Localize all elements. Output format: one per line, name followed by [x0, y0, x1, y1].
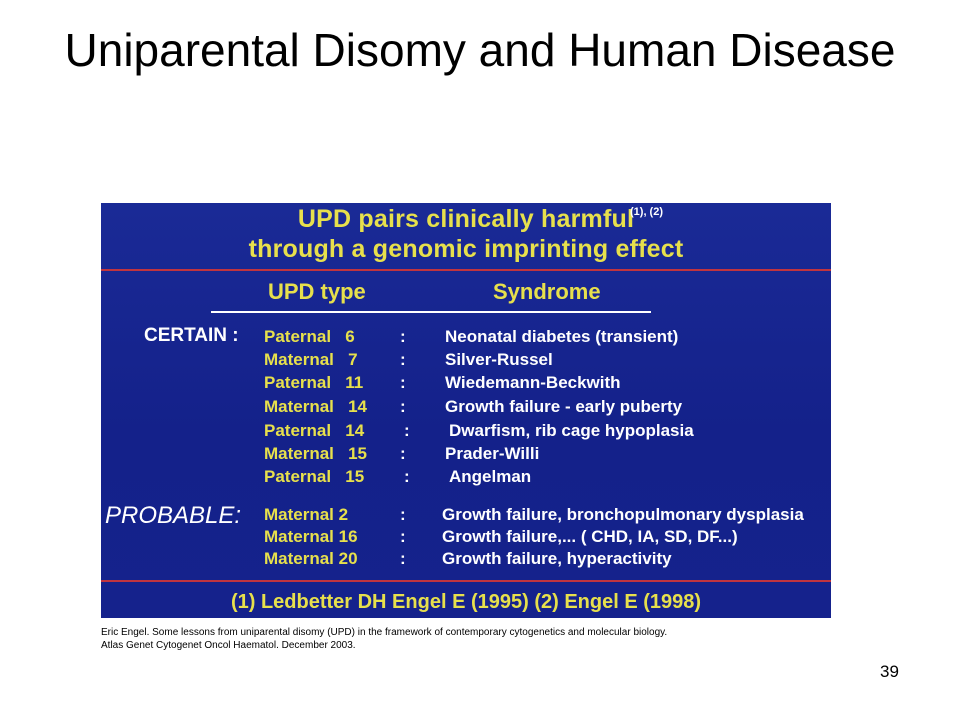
separator-colon: :: [400, 505, 406, 524]
syndrome-cell: Growth failure,... ( CHD, IA, SD, DF...): [442, 527, 738, 546]
upd-type-cell: Maternal 16: [264, 527, 358, 546]
upd-type-cell: Maternal 2: [264, 505, 349, 524]
citation-line1: Eric Engel. Some lessons from uniparenta…: [101, 627, 668, 638]
separator-colon: :: [400, 350, 406, 369]
top-red-rule: [101, 269, 831, 271]
page-number: 39: [880, 662, 899, 681]
citation-line2: Atlas Genet Cytogenet Oncol Haematol. De…: [101, 640, 356, 651]
separator-colon: :: [400, 444, 406, 463]
syndrome-cell: Dwarfism, rib cage hypoplasia: [449, 421, 694, 440]
syndrome-cell: Growth failure, bronchopulmonary dysplas…: [442, 505, 804, 524]
table-row: Maternal 20 : Growth failure, hyperactiv…: [101, 549, 831, 572]
upd-table-figure: UPD pairs clinically harmful (1), (2) th…: [101, 203, 831, 618]
upd-type-cell: Paternal 14: [264, 421, 365, 440]
table-row: Maternal 14 : Growth failure - early pub…: [101, 397, 831, 420]
separator-colon: :: [400, 373, 406, 392]
upd-type-cell: Paternal 11: [264, 373, 364, 392]
upd-type-cell: Paternal 15: [264, 467, 365, 486]
upd-type-cell: Maternal 15: [264, 444, 367, 463]
syndrome-cell: Silver-Russel: [445, 350, 553, 369]
separator-colon: :: [400, 527, 406, 546]
table-row: Paternal 11 : Wiedemann-Beckwith: [101, 373, 831, 396]
heading-superscript: (1), (2): [630, 206, 663, 218]
header-underline: [211, 311, 651, 313]
probable-label: PROBABLE:: [105, 502, 242, 529]
slide-title: Uniparental Disomy and Human Disease: [64, 24, 896, 76]
syndrome-cell: Wiedemann-Beckwith: [445, 373, 621, 392]
upd-type-cell: Maternal 20: [264, 549, 358, 568]
table-row: Maternal 7 : Silver-Russel: [101, 350, 831, 373]
figure-heading-line1: UPD pairs clinically harmful: [297, 205, 635, 233]
table-row: Maternal 16 : Growth failure,... ( CHD, …: [101, 527, 831, 550]
syndrome-cell: Growth failure, hyperactivity: [442, 549, 672, 568]
syndrome-cell: Neonatal diabetes (transient): [445, 327, 679, 346]
syndrome-cell: Angelman: [449, 467, 532, 486]
syndrome-cell: Growth failure - early puberty: [445, 397, 683, 416]
upd-type-cell: Maternal 14: [264, 397, 367, 416]
table-row: Paternal 6 : Neonatal diabetes (transien…: [101, 327, 831, 350]
separator-colon: :: [404, 467, 410, 486]
certain-label: CERTAIN :: [144, 325, 239, 346]
table-row: Maternal 15 : Prader-Willi: [101, 444, 831, 467]
figure-heading-line2: through a genomic imprinting effect: [248, 235, 684, 263]
column-header-syndrome: Syndrome: [493, 279, 601, 304]
separator-colon: :: [404, 421, 410, 440]
table-row: Paternal 15 : Angelman: [101, 467, 831, 490]
references-line: (1) Ledbetter DH Engel E (1995) (2) Enge…: [230, 591, 702, 613]
upd-type-cell: Maternal 7: [264, 350, 358, 369]
column-header-upd-type: UPD type: [268, 279, 366, 304]
citation: Eric Engel. Some lessons from uniparenta…: [101, 626, 841, 652]
upd-type-cell: Paternal 6: [264, 327, 355, 346]
separator-colon: :: [400, 549, 406, 568]
separator-colon: :: [400, 327, 406, 346]
bottom-red-rule: [101, 580, 831, 582]
table-row: Paternal 14 : Dwarfism, rib cage hypopla…: [101, 421, 831, 444]
table-row: Maternal 2 : Growth failure, bronchopulm…: [101, 505, 831, 528]
separator-colon: :: [400, 397, 406, 416]
syndrome-cell: Prader-Willi: [445, 444, 540, 463]
